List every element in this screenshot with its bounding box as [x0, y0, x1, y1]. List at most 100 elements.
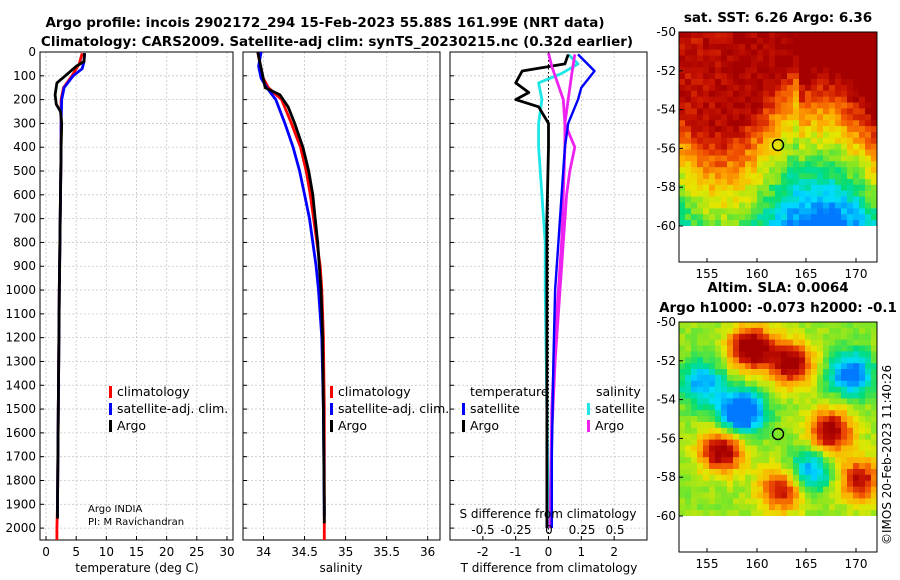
sst-cell [841, 108, 848, 115]
sla-cell [697, 333, 704, 341]
sla-cell [823, 504, 830, 511]
sst-cell [853, 43, 860, 51]
sla-cell [847, 439, 854, 446]
sla-cell [733, 486, 740, 493]
sst-cell [697, 208, 704, 215]
sst-cell [871, 184, 877, 192]
sst-cell [703, 84, 710, 92]
sla-cell [733, 457, 740, 464]
sst-cell [751, 79, 758, 86]
sst-cell [679, 220, 686, 226]
sst-cell [757, 126, 764, 133]
sla-cell [811, 410, 818, 417]
sla-cell [727, 457, 734, 464]
sst-cell [859, 190, 866, 197]
sst-cell [733, 126, 740, 133]
sla-cell [703, 421, 710, 429]
sla-cell [853, 445, 860, 452]
sla-cell [853, 457, 860, 464]
sla-cell [697, 486, 704, 493]
sla-cell [703, 457, 710, 464]
sla-cell [721, 416, 728, 423]
sla-cell [679, 369, 686, 376]
sst-cell [829, 79, 836, 86]
sst-cell [805, 120, 812, 127]
sla-cell [841, 404, 848, 411]
sst-cell [793, 108, 800, 115]
sla-cell [853, 433, 860, 440]
sla-cell [859, 486, 866, 493]
sla-cell [685, 398, 692, 405]
sla-cell [847, 416, 854, 423]
sla-cell [685, 392, 692, 399]
sst-cell [835, 161, 842, 168]
sla-cell [841, 398, 848, 405]
sla-cell [871, 451, 877, 458]
sst-cell [859, 184, 866, 192]
sst-cell [829, 37, 836, 45]
legend-temperature-heading: temperature [470, 384, 549, 399]
sst-cell [799, 49, 806, 56]
sla-cell [685, 492, 692, 499]
sst-cell [799, 55, 806, 62]
sla-cell [781, 410, 788, 417]
sst-cell [793, 102, 800, 109]
sla-cell [751, 427, 758, 435]
sla-cell [829, 451, 836, 458]
sst-cell [769, 190, 776, 197]
sst-cell [697, 149, 704, 156]
sla-cell [871, 345, 877, 352]
sla-cell [871, 486, 877, 493]
sla-cell [739, 327, 746, 335]
sst-cell [769, 73, 776, 80]
sst-cell [805, 208, 812, 215]
sla-cell [817, 369, 824, 376]
sst-cell [847, 120, 854, 127]
sst-cell [871, 149, 877, 156]
sla-cell [739, 357, 746, 364]
sst-cell [727, 120, 734, 127]
sla-cell [799, 386, 806, 393]
sst-cell [697, 167, 704, 174]
sst-cell [721, 149, 728, 156]
sst-cell [709, 102, 716, 109]
sla-cell [709, 333, 716, 341]
sst-cell [691, 67, 698, 74]
sla-cell [793, 351, 800, 358]
sst-cell [703, 149, 710, 156]
sla-cell [841, 339, 848, 346]
sla-cell [871, 474, 877, 482]
sla-cell [871, 374, 877, 382]
sst-cell [709, 96, 716, 103]
sla-cell [685, 421, 692, 429]
sst-cell [679, 131, 686, 139]
sla-cell [841, 386, 848, 393]
sla-cell [865, 421, 872, 429]
sla-cell [799, 374, 806, 382]
sla-cell [805, 363, 812, 370]
sla-cell [763, 380, 770, 388]
sst-cell [793, 202, 800, 209]
sst-cell [811, 32, 818, 39]
sla-cell [733, 439, 740, 446]
map-y-tick-label: -54 [656, 103, 676, 117]
sla-cell [835, 480, 842, 487]
sst-cell [763, 102, 770, 109]
sst-cell [793, 114, 800, 121]
sla-cell [739, 322, 746, 329]
sla-cell [775, 404, 782, 411]
sst-cell [775, 90, 782, 98]
sst-cell [817, 137, 824, 145]
sla-cell [829, 498, 836, 505]
sst-cell [751, 114, 758, 121]
sla-cell [811, 510, 818, 516]
sst-cell [811, 208, 818, 215]
sla-cell [763, 433, 770, 440]
sla-cell [841, 369, 848, 376]
sla-cell [781, 327, 788, 335]
sst-cell [799, 120, 806, 127]
secondary-tick: 0 [545, 523, 553, 537]
sst-cell [739, 173, 746, 180]
sst-cell [787, 149, 794, 156]
